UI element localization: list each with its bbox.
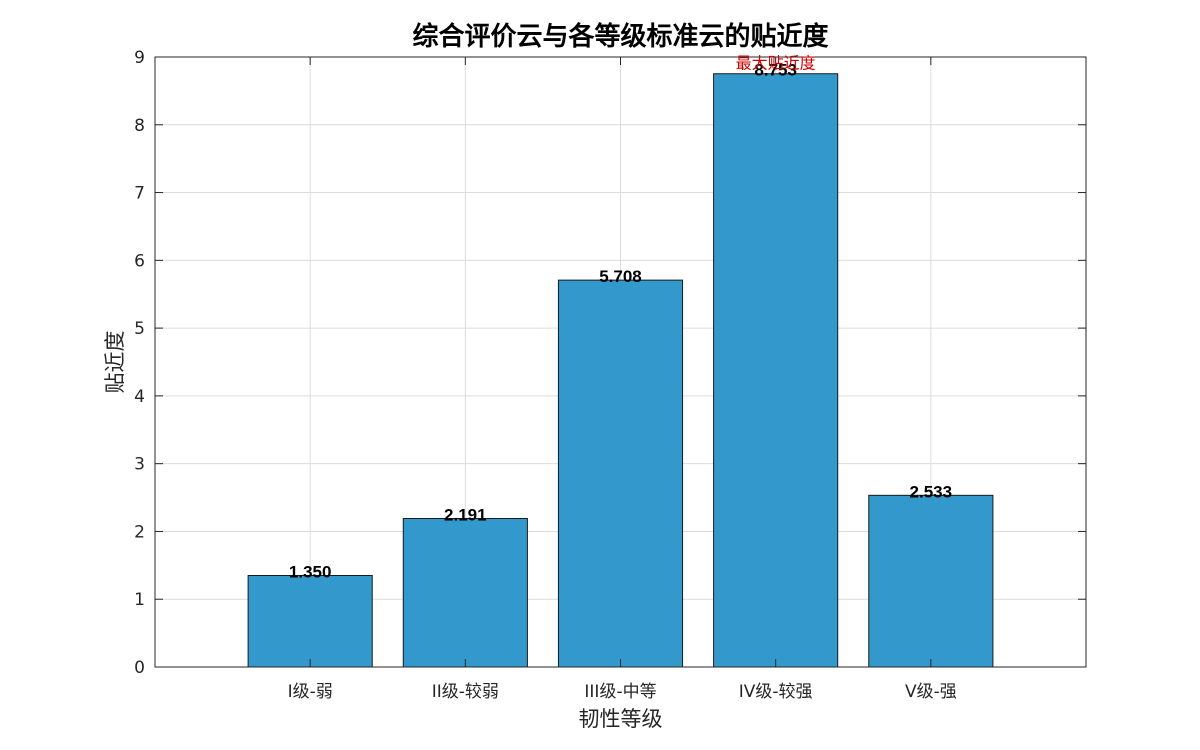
y-tick-label: 9 (134, 48, 145, 68)
y-tick-label: 3 (134, 455, 145, 475)
bar-value-label: 1.350 (289, 563, 332, 582)
x-tick-label: I级-弱 (288, 682, 333, 702)
y-tick-label: 7 (134, 184, 145, 204)
y-tick-label: 4 (134, 387, 145, 407)
max-closeness-annotation: 最大贴近度 (736, 54, 816, 73)
axis-ticks: 0 1 2 3 4 5 6 7 8 9 I级-弱 II级-较弱 III级-中等 IV级-较强 V级-强 (134, 48, 1086, 702)
chart-title: 综合评价云与各等级标准云的贴近度 (412, 21, 828, 52)
y-tick-label: 1 (134, 590, 145, 610)
y-tick-label: 8 (134, 116, 145, 136)
bars (247, 73, 994, 668)
x-tick-label: III级-中等 (584, 682, 656, 702)
x-tick-label: II级-较弱 (432, 682, 499, 702)
bar (713, 73, 839, 668)
bar-value-label: 2.191 (444, 505, 487, 524)
bar (402, 517, 528, 668)
y-tick-label: 0 (134, 658, 145, 678)
bar-value-label: 8.753 (754, 61, 797, 80)
bar-value-label: 5.708 (599, 267, 642, 286)
data-labels: 1.350 2.191 5.708 8.753 2.533 最大贴近度 (289, 54, 952, 582)
y-tick-label: 2 (134, 522, 145, 542)
bar-value-label: 2.533 (910, 482, 953, 501)
bar (557, 279, 684, 668)
x-tick-label: V级-强 (905, 682, 957, 702)
x-axis-label: 韧性等级 (579, 707, 663, 731)
bar (247, 575, 373, 668)
y-axis-label: 贴近度 (103, 331, 127, 394)
y-tick-label: 5 (134, 319, 145, 339)
y-tick-label: 6 (134, 251, 145, 271)
bar (868, 494, 994, 668)
x-tick-label: IV级-较强 (739, 682, 813, 702)
